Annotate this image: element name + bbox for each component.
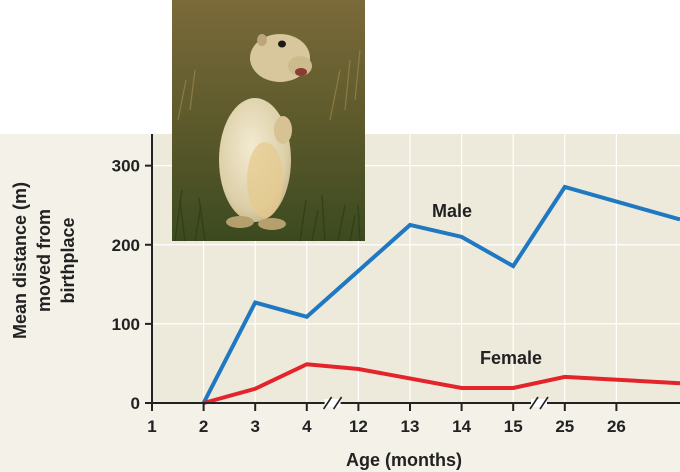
series-line-female [203,362,680,405]
axis-break-mark [332,396,343,410]
series-label-female: Female [480,348,542,368]
x-tick-label: 3 [250,417,259,436]
x-tick-label: 1 [147,417,156,436]
series-line-male [201,184,680,404]
x-tick-label: 4 [302,417,312,436]
axis-break-mark [322,396,333,410]
y-tick-label: 100 [112,315,140,334]
y-tick-label: 200 [112,236,140,255]
x-tick-label: 26 [607,417,626,436]
x-tick-label: 12 [349,417,368,436]
axis-break-gap [531,399,547,407]
labels-layer: Age (months) Mean distance (m) moved from b… [10,182,542,470]
x-tick-label: 14 [452,417,471,436]
x-tick-label: 13 [401,417,420,436]
axis-break-mark [529,396,539,410]
axis-break-gap [324,399,341,407]
y-axis-title-line: moved from [34,209,54,312]
x-tick-label: 15 [504,417,523,436]
series-layer [201,184,680,405]
x-axis-title: Age (months) [346,450,462,470]
y-axis-title-line: birthplace [58,217,78,303]
axis-break-mark [539,396,549,410]
ground-squirrel-photo [172,0,365,242]
y-axis-title-line: Mean distance (m) [10,182,30,339]
y-tick-label: 0 [131,394,140,413]
series-label-male: Male [432,201,472,221]
y-tick-label: 300 [112,157,140,176]
x-tick-label: 2 [199,417,208,436]
x-tick-label: 25 [555,417,574,436]
